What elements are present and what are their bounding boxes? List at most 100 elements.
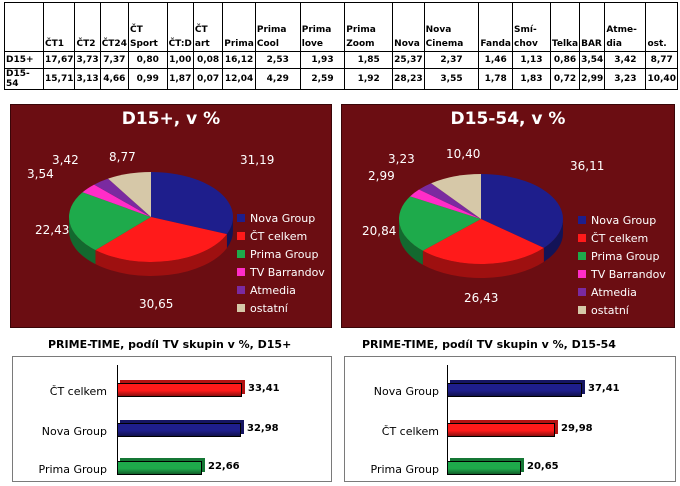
- legend-item: TV Barrandov: [578, 265, 666, 283]
- table-cell: 2,37: [423, 51, 480, 69]
- legend-swatch: [237, 214, 245, 222]
- bar-chart-d15-54: Nova Group 37,41 ČT celkem 29,98 Prima Group…: [344, 356, 676, 482]
- pie-slice: [69, 192, 151, 251]
- legend-item: Prima Group: [578, 247, 666, 265]
- pie-title: D15+, v %: [121, 109, 221, 129]
- table-cell: 1,93: [299, 51, 346, 69]
- table-cell: 8,77: [645, 51, 678, 69]
- pie-slice-side: [226, 217, 233, 249]
- bar: [117, 423, 241, 437]
- legend-swatch: [237, 232, 245, 240]
- pie-slice: [82, 184, 151, 217]
- table-header-cell: Prima love: [299, 2, 346, 52]
- table-header-cell: ost.: [645, 2, 678, 52]
- legend-label: Nova Group: [250, 211, 316, 225]
- table-cell: 0,08: [192, 51, 224, 69]
- pie-slice: [481, 174, 563, 248]
- legend-label: ostatní: [250, 301, 288, 315]
- legend-item: Nova Group: [237, 209, 325, 227]
- table-header-row: ČT1 ČT2 ČT24 ČT Sport ČT:D ČT art Prima Prima C…: [4, 2, 678, 52]
- legend-label: Nova Group: [591, 213, 657, 227]
- table-cell: 10,40: [645, 68, 678, 90]
- table-cell: 0,72: [549, 68, 581, 90]
- legend-label: ČT celkem: [591, 231, 649, 245]
- table-header-cell: Nova Cinema: [423, 2, 480, 52]
- bar-chart-d15: ČT celkem 33,41 Nova Group 32,98 Prima Group…: [12, 356, 332, 482]
- table-cell: 7,37: [99, 51, 129, 69]
- bar-chart-title-d15: PRIME-TIME, podíl TV skupin v %, D15+: [48, 338, 292, 351]
- bar-value-label: 22,66: [208, 461, 240, 472]
- table-cell: 2,59: [299, 68, 346, 90]
- table-row: D15-54 15,71 3,13 4,66 0,99 1,87 0,07 12,04 4,29…: [4, 68, 678, 90]
- pie-panel-d15-54: D15-54, v % Nova Group ČT celkem Prima Gro…: [341, 104, 675, 328]
- bar-category-label: ČT celkem: [49, 385, 107, 398]
- legend-swatch: [578, 234, 586, 242]
- legend-swatch: [237, 268, 245, 276]
- legend-item: Atmedia: [578, 283, 666, 301]
- table-cell: 1,46: [478, 51, 514, 69]
- legend-item: ostatní: [237, 299, 325, 317]
- pie-slice-side: [95, 234, 227, 276]
- legend-swatch: [578, 252, 586, 260]
- pie-slice-side: [399, 219, 423, 265]
- table-header-cell: Smí-chov: [512, 2, 551, 52]
- bar-category-label: Prima Group: [370, 463, 439, 476]
- bar-axis: [117, 365, 118, 475]
- legend-label: TV Barrandov: [591, 267, 666, 281]
- legend-item: TV Barrandov: [237, 263, 325, 281]
- table-cell: 0,80: [127, 51, 168, 69]
- bar-category-label: Prima Group: [38, 463, 107, 476]
- legend-label: ČT celkem: [250, 229, 308, 243]
- bar-category-label: Nova Group: [373, 385, 439, 398]
- table-cell: 15,71: [42, 68, 76, 90]
- pie-slice: [94, 178, 151, 217]
- legend-swatch: [578, 216, 586, 224]
- pie-slice: [410, 189, 481, 219]
- table-row: D15+ 17,67 3,73 7,37 0,80 1,00 0,08 16,12 2,53 1,…: [4, 51, 678, 69]
- table-header-cell: BAR: [579, 2, 606, 52]
- table-header-cell: ČT2: [74, 2, 101, 52]
- legend-label: Atmedia: [591, 285, 637, 299]
- table-cell: 2,53: [254, 51, 301, 69]
- table-cell: 17,67: [42, 51, 76, 69]
- share-table: ČT1 ČT2 ČT24 ČT Sport ČT:D ČT art Prima Prima C…: [4, 2, 678, 90]
- bar: [447, 461, 521, 475]
- pie-data-label: 26,43: [464, 291, 499, 305]
- table-cell: 3,55: [423, 68, 480, 90]
- pie-data-label: 36,11: [570, 159, 605, 173]
- bar-chart-title-d15-54: PRIME-TIME, podíl TV skupin v %, D15-54: [362, 338, 616, 351]
- pie-data-label: 31,19: [240, 153, 275, 167]
- pie-data-label: 3,42: [52, 153, 79, 167]
- legend-label: Atmedia: [250, 283, 296, 297]
- table-header-cell: ČT Sport: [127, 2, 168, 52]
- table-cell: 2,99: [579, 68, 606, 90]
- table-cell: 3,13: [74, 68, 101, 90]
- bar-axis: [447, 365, 448, 475]
- table-cell: 1,00: [166, 51, 194, 69]
- legend-swatch: [578, 288, 586, 296]
- table-header-cell: Atme-dia: [604, 2, 647, 52]
- pie-legend-d15-54: Nova Group ČT celkem Prima Group TV Barrand…: [578, 211, 666, 319]
- table-header-cell: Prima Zoom: [344, 2, 394, 52]
- table-cell: 1,83: [512, 68, 551, 90]
- table-row-label: D15+: [4, 51, 44, 69]
- pie-slice: [108, 172, 151, 217]
- pie-slice-side: [69, 217, 96, 265]
- table-header-cell: Prima Cool: [254, 2, 301, 52]
- table-cell: 1,85: [344, 51, 394, 69]
- bar-value-label: 29,98: [561, 423, 593, 434]
- bar-value-label: 32,98: [247, 423, 279, 434]
- pie-data-label: 8,77: [109, 150, 136, 164]
- bar-value-label: 37,41: [588, 383, 620, 394]
- legend-swatch: [578, 306, 586, 314]
- legend-swatch: [578, 270, 586, 278]
- pie-data-label: 3,23: [388, 152, 415, 166]
- bar: [117, 461, 202, 475]
- bar-value-label: 20,65: [527, 461, 559, 472]
- table-cell: 4,29: [254, 68, 301, 90]
- pie-slice: [419, 183, 481, 219]
- legend-swatch: [237, 250, 245, 258]
- table-row-label: D15-54: [4, 68, 44, 90]
- pie-slice: [431, 174, 481, 219]
- table-header-cell: Telka: [549, 2, 581, 52]
